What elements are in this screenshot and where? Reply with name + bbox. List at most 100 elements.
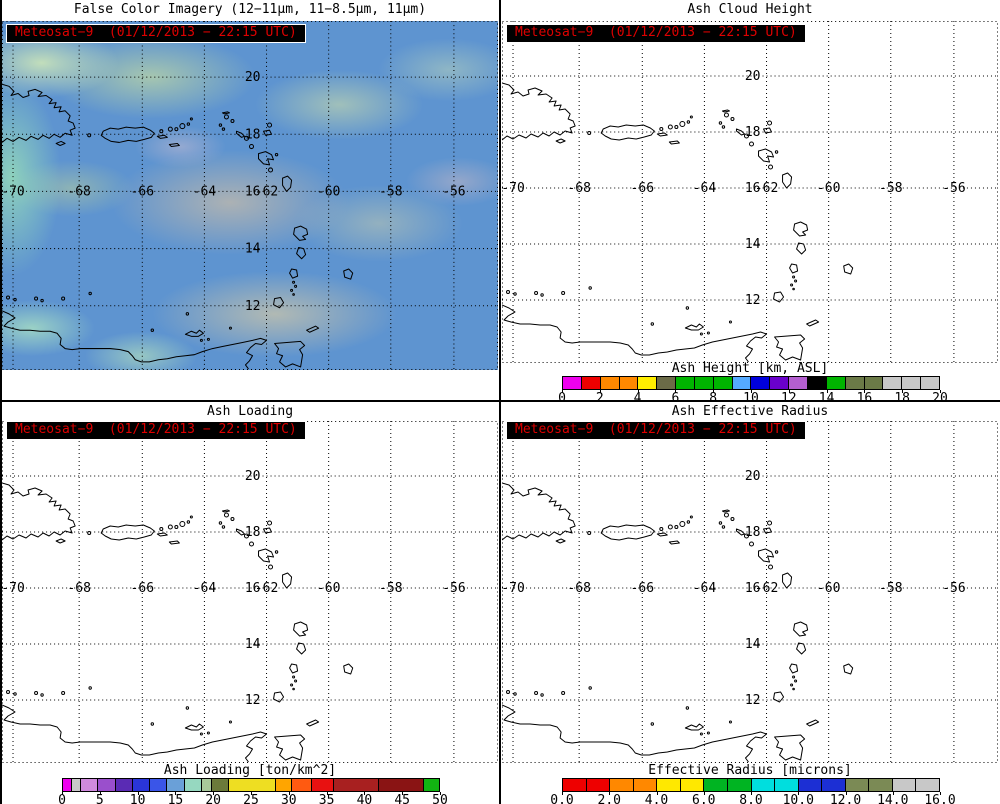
colorbar-tick-row: 0 5 10 15 20 25 30 35 40 45 50 [58, 792, 448, 804]
lat-gridlines [502, 475, 998, 701]
lon-label: -58 [879, 581, 903, 596]
map-frame [502, 21, 998, 363]
colorbar-segment [184, 779, 202, 791]
colorbar-effective-radius: Effective Radius [microns] 0.0 2.0 4.0 6.0 8… [500, 764, 1000, 804]
grid-labels: 20 18 16 14 12 -70 -68 -66 -64 -62 -60 -58 -56 [2, 70, 466, 314]
lon-label: -56 [442, 184, 466, 199]
colorbar-segment [81, 779, 99, 791]
lon-gridlines [512, 421, 955, 763]
colorbar-segment [563, 377, 582, 389]
colorbar-tick-label: 20 [205, 793, 222, 804]
colorbar-segment [333, 779, 379, 791]
colorbar-segment [201, 779, 212, 791]
colorbar-tick-mark [788, 390, 790, 393]
lat-label: 20 [245, 70, 261, 85]
colorbar-segment [63, 779, 72, 791]
lon-label: -66 [131, 581, 155, 596]
colorbar-tick-mark [902, 390, 904, 393]
colorbar-segment [600, 377, 620, 389]
colorbar-segment [211, 779, 229, 791]
map-canvas: 20 18 16 14 12 -70 -68 -66 -64 -62 -60 -58 -56 [502, 421, 998, 763]
colorbar-segment [892, 779, 917, 791]
map-canvas: 20 18 16 14 12 -70 -68 -66 -64 -62 -60 -58 -56 [2, 21, 498, 370]
colorbar-segment [916, 779, 939, 791]
lon-label: -64 [193, 184, 217, 199]
lon-label: -64 [693, 581, 717, 596]
colorbar-bar [562, 376, 940, 390]
coastlines [2, 482, 354, 763]
lat-label: 16 [745, 181, 761, 196]
map-frame [2, 21, 498, 370]
colorbar-segment [751, 377, 771, 389]
colorbar-segment [694, 377, 714, 389]
colorbar-segment [704, 779, 728, 791]
colorbar-tick-label: 25 [243, 793, 259, 804]
lat-label: 20 [745, 69, 761, 84]
lon-label: -58 [879, 181, 903, 196]
colorbar-tick-mark [845, 792, 847, 795]
colorbar-tick-label: 0.0 [550, 793, 574, 804]
colorbar-tick-mark [609, 792, 611, 795]
colorbar-segment [798, 779, 823, 791]
colorbar-segment [775, 779, 799, 791]
colorbar-tick-mark [137, 792, 139, 795]
lon-label: -56 [942, 581, 966, 596]
colorbar-tick-label: 2.0 [597, 793, 621, 804]
lon-label: -58 [379, 581, 403, 596]
colorbar-bar [62, 778, 440, 792]
map-ash-loading: 20 18 16 14 12 -70 -68 -66 -64 -62 -60 -58 -56 [2, 421, 498, 763]
satellite-timestamp-stamp: Meteosat−9 (01/12/2013 − 22:15 UTC) [6, 24, 306, 43]
colorbar-tick-label: 35 [318, 793, 335, 804]
colorbar-segment [713, 377, 733, 389]
colorbar-segment [676, 377, 695, 389]
lat-label: 16 [245, 581, 261, 596]
map-canvas: 20 18 16 14 12 -70 -68 -66 -64 -62 -60 -58 -56 [2, 421, 498, 763]
colorbar-tick-mark [892, 792, 894, 795]
map-frame [502, 421, 998, 763]
lon-label: -64 [193, 581, 217, 596]
lon-label: -60 [817, 181, 841, 196]
colorbar-tick-mark [637, 390, 639, 393]
colorbar-tick-label: 40 [356, 793, 373, 804]
colorbar-tick-label: 6.0 [692, 793, 716, 804]
colorbar-segment [167, 779, 185, 791]
lon-label: -68 [567, 181, 591, 196]
satellite-timestamp-stamp: Meteosat−9 (01/12/2013 − 22:15 UTC) [506, 24, 806, 43]
lat-label: 18 [245, 525, 261, 540]
lat-label: 18 [245, 127, 261, 142]
colorbar-tick-mark [864, 390, 866, 393]
colorbar-tick-mark [940, 792, 941, 795]
lon-gridlines [12, 421, 455, 763]
colorbar-segment [619, 377, 639, 389]
colorbar-ash-height: Ash Height [km, ASL] 0 2 4 6 8 10 12 14 16 18 20 [500, 362, 1000, 405]
colorbar-tick-label: 8.0 [739, 793, 763, 804]
lon-gridlines [12, 21, 455, 370]
colorbar-tick-mark [675, 390, 677, 393]
lon-label: -70 [2, 184, 25, 199]
lat-gridlines [502, 75, 998, 301]
lon-label: -58 [379, 184, 403, 199]
panel-title-ash-cloud-height: Ash Cloud Height [687, 2, 813, 17]
colorbar-tick-label: 0 [58, 793, 66, 804]
satellite-timestamp-stamp: Meteosat−9 (01/12/2013 − 22:15 UTC) [6, 421, 306, 440]
colorbar-segment [807, 377, 827, 389]
colorbar-segment [822, 779, 846, 791]
vertical-panel-divider [499, 0, 501, 804]
lon-label: -62 [755, 581, 779, 596]
colorbar-tick-label: 16.0 [924, 793, 956, 804]
lon-label: -62 [755, 181, 779, 196]
coastlines [502, 82, 854, 363]
colorbar-segment [115, 779, 133, 791]
colorbar-tick-mark [364, 792, 366, 795]
colorbar-ash-loading: Ash Loading [ton/km^2] 0 5 10 15 20 25 30 35 40 4… [0, 764, 500, 804]
grid-labels: 20 18 16 14 12 -70 -68 -66 -64 -62 -60 -58 -56 [502, 69, 966, 308]
colorbar-label-effective-radius: Effective Radius [microns] [648, 763, 852, 778]
colorbar-segment [610, 779, 634, 791]
lon-label: -68 [67, 581, 91, 596]
colorbar-tick-mark [175, 792, 177, 795]
coastlines [502, 482, 854, 763]
colorbar-tick-label: 4.0 [644, 793, 669, 804]
colorbar-tick-mark [440, 792, 441, 795]
lat-label: 14 [245, 242, 261, 257]
